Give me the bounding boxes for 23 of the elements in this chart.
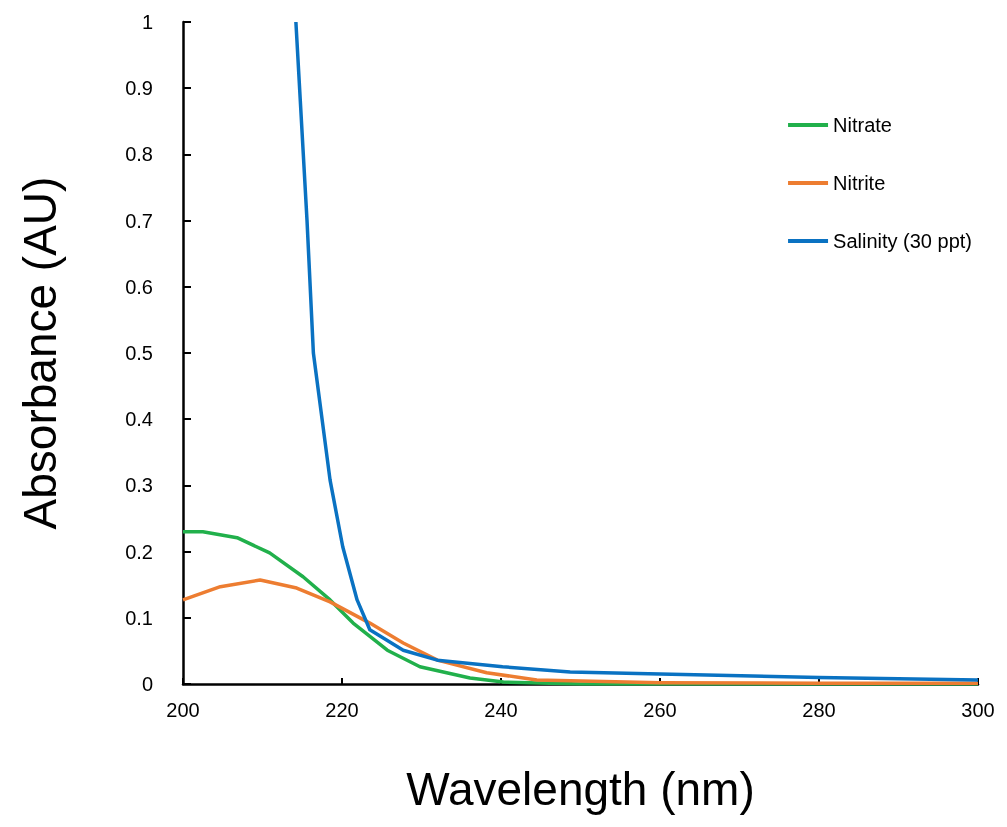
x-axis-title: Wavelength (nm): [406, 763, 755, 815]
y-tick-label: 0: [141, 673, 153, 695]
y-tick-label: 0.2: [125, 540, 153, 563]
legend-label: Nitrate: [833, 114, 892, 136]
x-tick-label: 260: [643, 699, 677, 721]
y-tick-label: 0.4: [125, 408, 153, 431]
x-tick-label: 300: [961, 699, 995, 721]
y-tick-label: 0.5: [125, 342, 153, 364]
x-tick-label: 240: [484, 699, 518, 721]
y-tick-label: 0.1: [125, 606, 153, 629]
x-tick-label: 220: [325, 699, 359, 721]
y-tick-label: 0.6: [125, 275, 153, 298]
x-tick-label: 280: [802, 699, 836, 721]
y-tick-label: 1: [141, 11, 153, 33]
line-series: [294, 20, 980, 682]
y-axis-title: Absorbance (AU): [14, 176, 66, 530]
y-tick-label: 0.7: [125, 209, 153, 232]
y-tick-label: 0.3: [125, 474, 153, 497]
y-tick-label: 0.9: [125, 77, 153, 100]
legend-label: Salinity (30 ppt): [833, 230, 973, 252]
legend-label: Nitrite: [833, 172, 886, 194]
y-tick-label: 0.8: [125, 143, 153, 166]
x-tick-label: 200: [166, 699, 200, 721]
